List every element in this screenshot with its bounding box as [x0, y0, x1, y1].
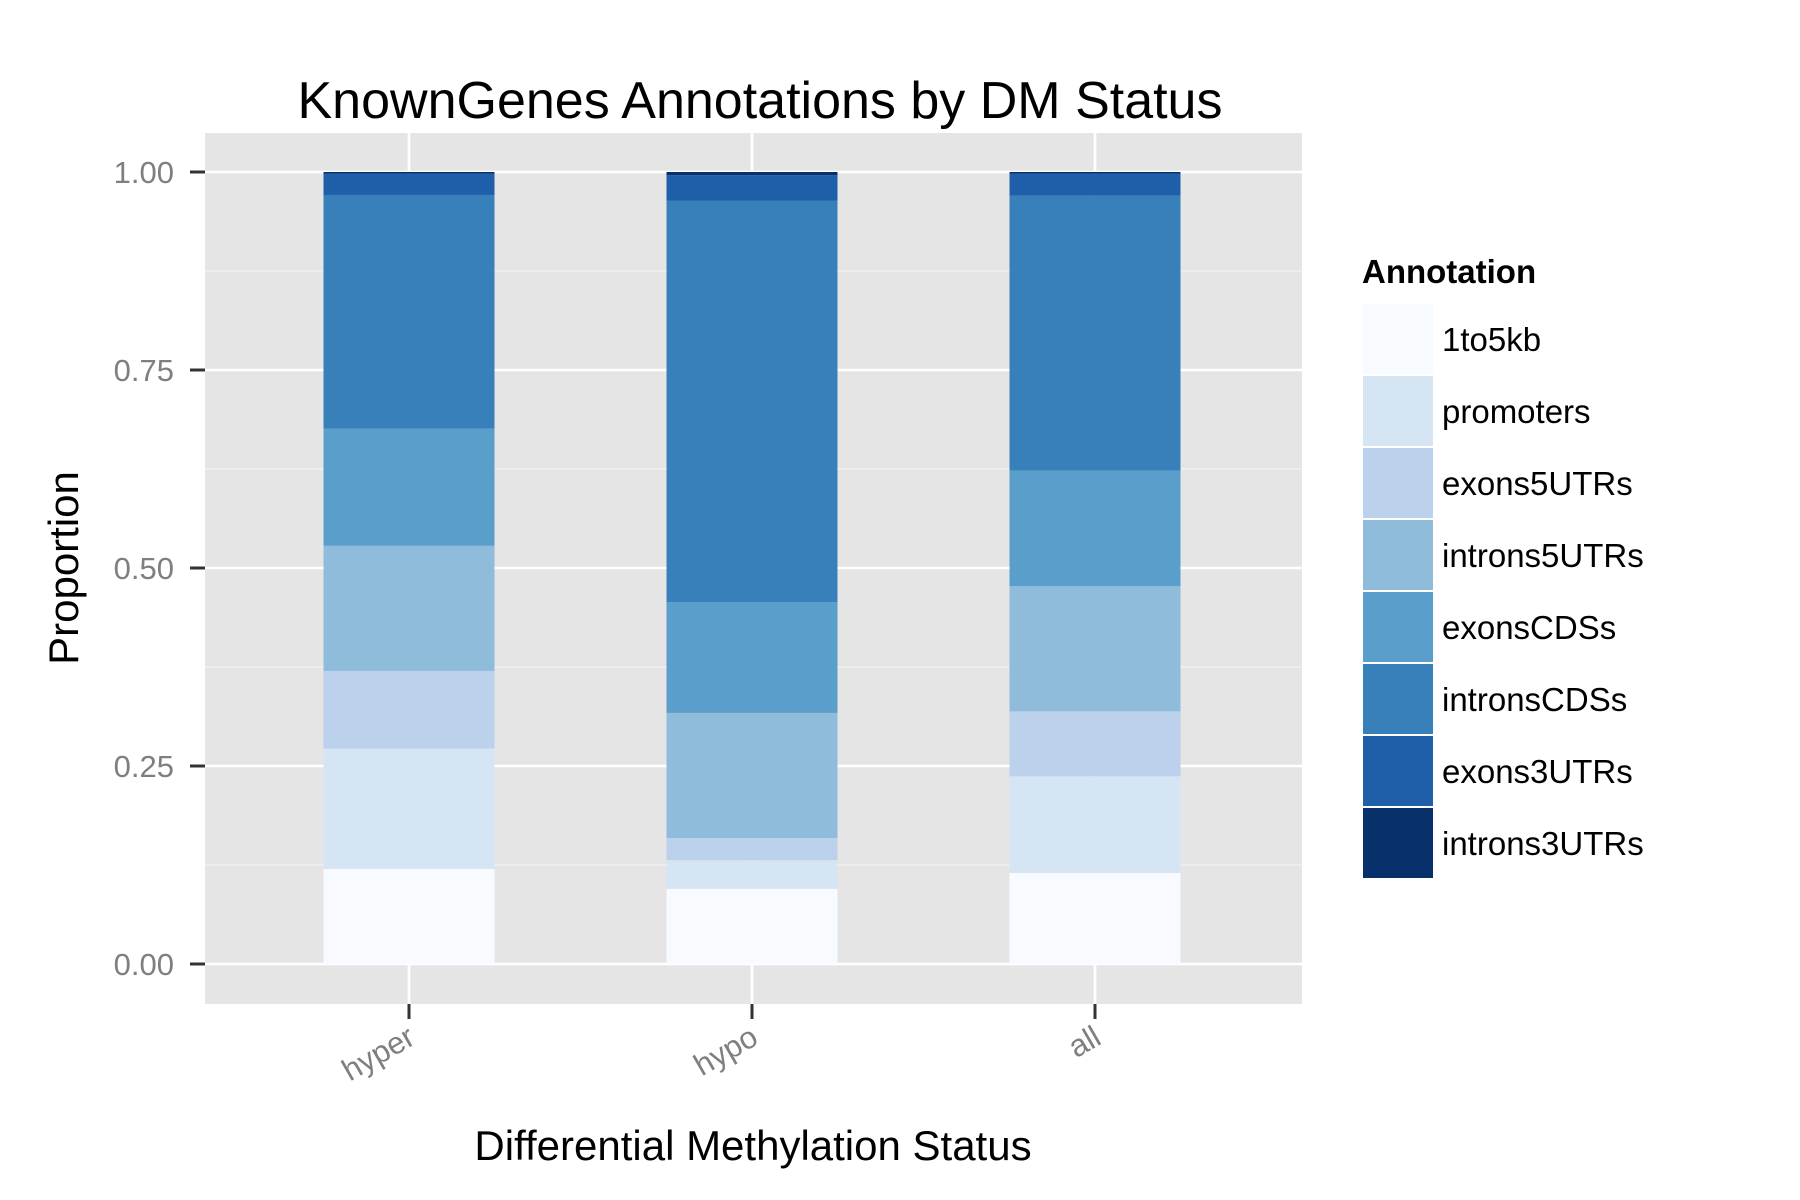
bar-stacks [323, 172, 1181, 964]
bar-segment [666, 172, 838, 176]
bar-segment [1009, 195, 1181, 471]
x-axis: hyper hypo all [336, 1004, 1107, 1088]
legend-key [1361, 518, 1435, 592]
bar-segment [323, 748, 495, 869]
x-axis-title: Differential Methylation Status [474, 1122, 1031, 1169]
legend-label: introns5UTRs [1442, 537, 1644, 574]
bar-segment [323, 868, 495, 964]
x-tick-label: hyper [336, 1019, 421, 1088]
bar-segment [1009, 470, 1181, 587]
chart-title: KnownGenes Annotations by DM Status [298, 72, 1223, 130]
legend: Annotation 1to5kb promoters exons5UTRs intr… [1361, 253, 1644, 880]
bar-segment [1009, 776, 1181, 873]
bar-segment [666, 602, 838, 713]
bar-segment [1009, 173, 1181, 196]
bar-segment [666, 200, 838, 603]
bar-segment [666, 175, 838, 201]
bar-segment [666, 860, 838, 889]
bar-segment [323, 428, 495, 546]
bar-segment [323, 670, 495, 749]
y-axis: 0.00 0.25 0.50 0.75 1.00 [114, 155, 205, 982]
bar-segment [1009, 172, 1181, 174]
y-tick-label: 0.25 [114, 749, 174, 784]
x-tick-label: hypo [688, 1019, 764, 1083]
legend-key [1361, 446, 1435, 520]
legend-key [1361, 662, 1435, 736]
x-tick-label: all [1062, 1019, 1106, 1065]
bar-segment [323, 194, 495, 429]
bar-segment [323, 173, 495, 195]
legend-label: exons3UTRs [1442, 753, 1633, 790]
legend-label: exonsCDSs [1442, 609, 1616, 646]
legend-label: intronsCDSs [1442, 681, 1627, 718]
bar-segment [323, 172, 495, 174]
bar-segment [666, 712, 838, 839]
legend-label: introns3UTRs [1442, 825, 1644, 862]
legend-key [1361, 806, 1435, 880]
legend-key [1361, 374, 1435, 448]
legend-label: 1to5kb [1442, 321, 1541, 358]
bar-segment [1009, 586, 1181, 712]
y-tick-label: 0.50 [114, 551, 174, 586]
legend-key [1361, 590, 1435, 664]
y-axis-title: Proportion [40, 471, 87, 665]
legend-label: exons5UTRs [1442, 465, 1633, 502]
bar-segment [323, 545, 495, 671]
legend-key [1361, 734, 1435, 808]
legend-title: Annotation [1362, 253, 1536, 290]
bar-segment [666, 888, 838, 964]
bar-segment [666, 838, 838, 861]
y-tick-label: 1.00 [114, 155, 174, 190]
bar-segment [1009, 711, 1181, 777]
bar-segment [1009, 872, 1181, 964]
legend-key [1361, 302, 1435, 376]
y-tick-label: 0.00 [114, 947, 174, 982]
legend-label: promoters [1442, 393, 1591, 430]
y-tick-label: 0.75 [114, 353, 174, 388]
